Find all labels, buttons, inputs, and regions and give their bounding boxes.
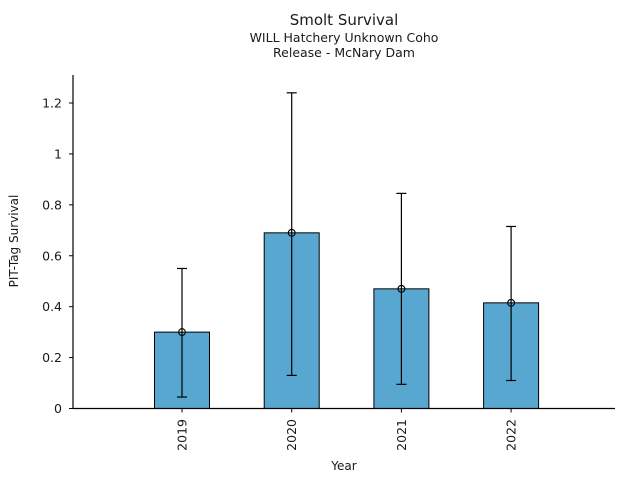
y-tick-label-1: 1 — [54, 146, 62, 161]
y-tick-label-0.8: 0.8 — [42, 197, 62, 212]
x-tick-label-2021: 2021 — [394, 419, 409, 451]
x-tick-label-2020: 2020 — [284, 419, 299, 451]
y-tick-label-0: 0 — [54, 401, 62, 416]
chart-title: Smolt Survival — [289, 11, 399, 29]
y-tick-label-1.2: 1.2 — [42, 96, 62, 111]
y-tick-label-0.4: 0.4 — [42, 299, 62, 314]
point-marker-2021 — [397, 284, 406, 293]
y-tick-label-0.2: 0.2 — [42, 350, 62, 365]
point-marker-2020 — [287, 228, 296, 237]
point-marker-2019 — [178, 328, 186, 337]
chart-subtitle-line2: Release - McNary Dam — [273, 45, 415, 60]
x-tick-label-2022: 2022 — [504, 419, 519, 451]
chart-subtitle-line1: WILL Hatchery Unknown Coho — [249, 30, 439, 45]
y-tick-label-0.6: 0.6 — [42, 248, 62, 263]
point-marker-2022 — [507, 298, 516, 307]
y-axis-label: PIT-Tag Survival — [7, 194, 21, 288]
x-tick-label-2019: 2019 — [175, 419, 190, 451]
x-axis-label: Year — [331, 459, 357, 473]
